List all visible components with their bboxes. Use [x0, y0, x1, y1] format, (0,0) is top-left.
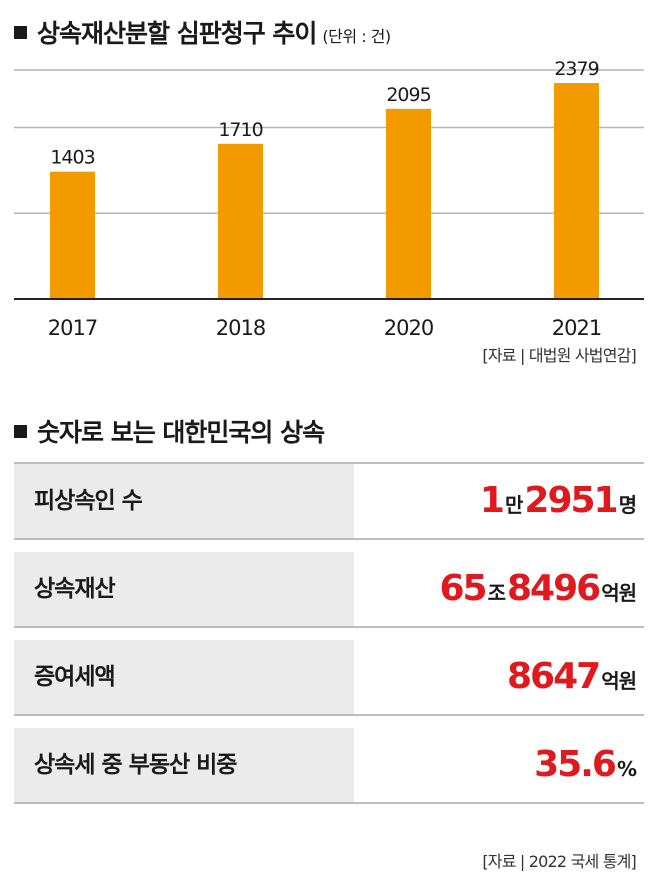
x-tick-label: 2017: [48, 316, 97, 340]
x-tick-label: 2018: [216, 316, 265, 340]
unit-label: (단위 : 건): [322, 27, 391, 46]
stat-row: 상속재산 65 조8496 억원: [14, 552, 644, 628]
stat-number: 1: [479, 480, 505, 521]
data-label: 1710: [218, 119, 262, 141]
x-tick-label: 2020: [384, 316, 433, 340]
stat-number: 65: [439, 568, 487, 609]
bar-2020: [386, 108, 431, 299]
stat-row: 피상속인 수 1 만2951 명: [14, 464, 644, 540]
stat-unit: 명: [618, 493, 637, 517]
data-label: 2379: [554, 58, 598, 80]
stat-row: 상속세 중 부동산 비중 35.6%: [14, 728, 644, 804]
stat-number: 35.6: [534, 744, 617, 785]
stat-unit: 조: [487, 581, 506, 605]
chart-source: [자료 | 대법원 사법연감]: [482, 346, 636, 365]
bar-2018: [218, 143, 263, 299]
stat-label: 상속세 중 부동산 비중: [14, 728, 354, 802]
chart-section-title: 상속재산분할 심판청구 추이 (단위 : 건): [14, 14, 391, 50]
x-tick-label: 2021: [552, 316, 601, 340]
stat-row: 증여세액 8647 억원: [14, 640, 644, 716]
stat-label: 증여세액: [14, 640, 354, 714]
stat-number: 8496: [506, 568, 601, 609]
data-label: 1403: [50, 147, 94, 169]
stat-number: 8647: [506, 656, 601, 697]
stat-value: 65 조8496 억원: [439, 552, 638, 626]
stats-top-divider: [14, 462, 644, 464]
stat-value: 8647 억원: [507, 640, 638, 714]
square-bullet-icon: [14, 26, 27, 39]
bar-2017: [50, 171, 95, 299]
stat-label: 피상속인 수: [14, 464, 354, 538]
stat-value: 35.6%: [534, 728, 638, 802]
stat-value: 1 만2951 명: [480, 464, 638, 538]
data-label: 2095: [386, 84, 430, 106]
stats-section-title: 숫자로 보는 대한민국의 상속: [14, 413, 325, 449]
stats-source: [자료 | 2022 국세 통계]: [482, 852, 636, 871]
stat-unit: 억원: [601, 669, 637, 693]
stat-unit: %: [616, 757, 637, 781]
bar-2021: [554, 83, 599, 299]
square-bullet-icon: [14, 425, 27, 438]
bar-chart: 1403 2017 1710 2018 2095 2020 2379 2021: [14, 58, 644, 340]
stat-unit: 만: [504, 493, 523, 517]
stat-number: 2951: [524, 480, 618, 521]
stat-label: 상속재산: [14, 552, 354, 626]
stat-unit: 억원: [601, 581, 637, 605]
